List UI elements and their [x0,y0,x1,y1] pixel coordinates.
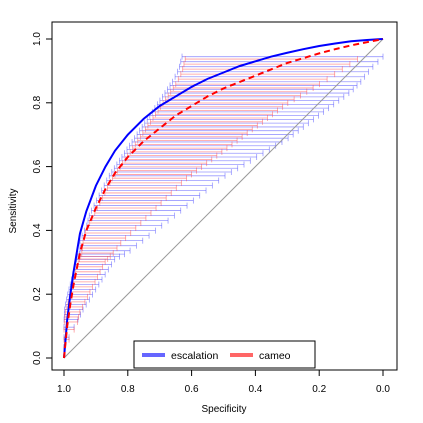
y-axis-title: Sensitivity [8,188,19,233]
y-tick-label: 0.8 [32,95,43,109]
legend-label-cameo: cameo [259,350,291,362]
x-tick-label: 1.0 [57,384,71,395]
x-axis-title: Specificity [201,404,246,415]
confidence-interval-layer [63,53,384,353]
x-tick-label: 0.2 [312,384,326,395]
roc-curve-escalation [63,38,384,359]
y-tick-label: 0.6 [32,159,43,173]
plot-frame [51,21,398,371]
roc-curve-cameo [63,38,384,359]
legend: escalation cameo [133,340,316,369]
y-tick-label: 0.2 [32,287,43,301]
y-tick-label: 0.4 [32,223,43,237]
x-tick-label: 0.0 [376,384,390,395]
x-tick-label: 0.6 [185,384,199,395]
y-tick-label: 0.0 [32,351,43,365]
legend-label-escalation: escalation [171,350,218,362]
roc-curve-layer [63,38,384,359]
x-tick-label: 0.8 [121,384,135,395]
y-tick-label: 1.0 [32,32,43,46]
x-tick-label: 0.4 [248,384,262,395]
reference-diagonal [63,38,384,359]
